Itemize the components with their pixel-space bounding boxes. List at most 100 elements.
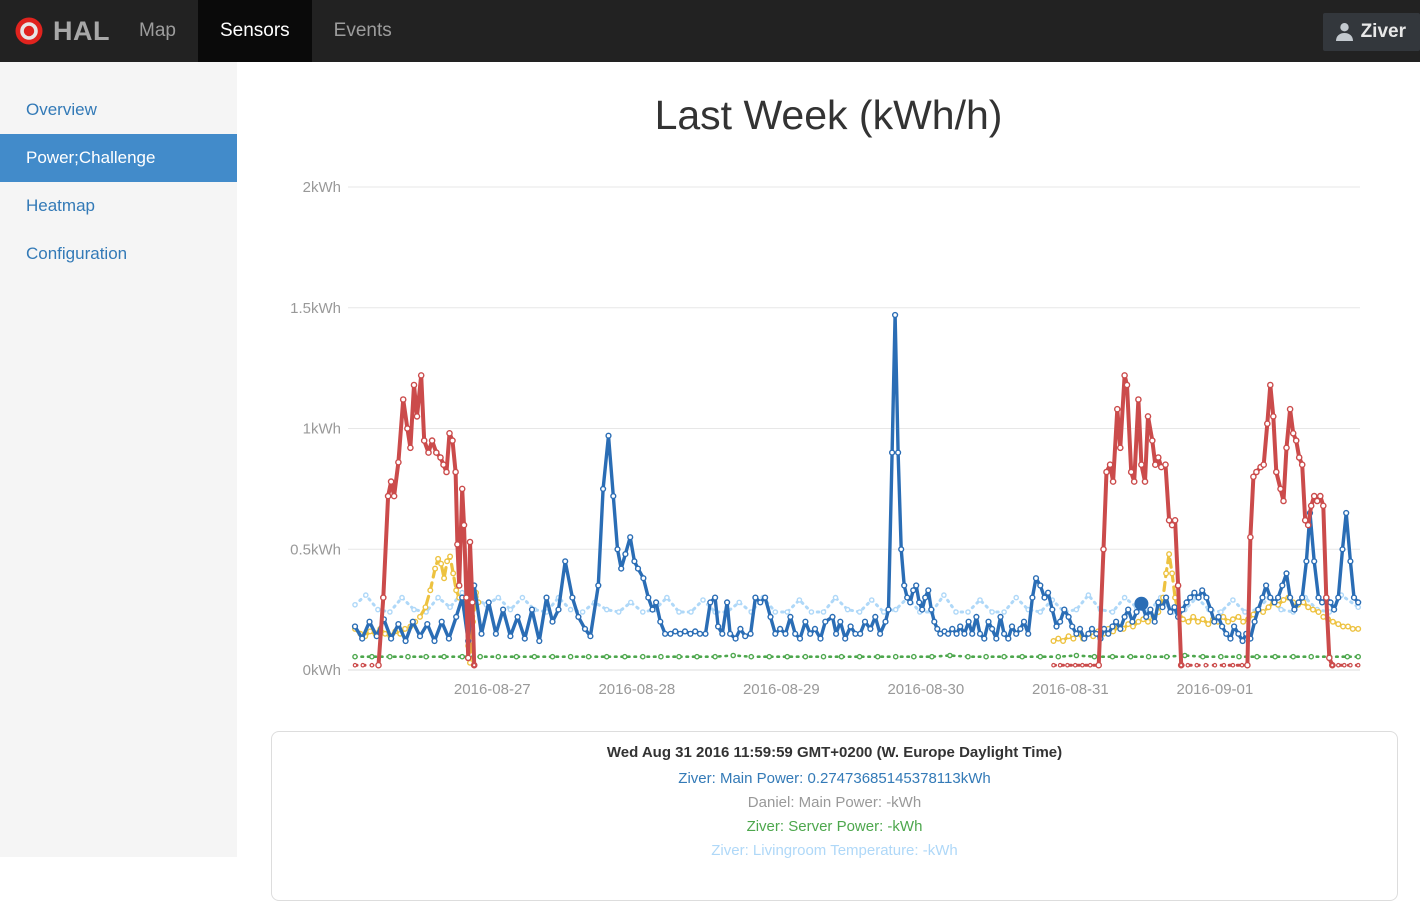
data-point-marker xyxy=(1203,662,1209,668)
data-point-marker xyxy=(1041,594,1048,601)
sidebar-item-overview[interactable]: Overview xyxy=(26,100,97,119)
data-point-marker xyxy=(425,449,432,456)
data-point-marker xyxy=(1169,570,1176,577)
nav-item-events[interactable]: Events xyxy=(333,20,392,41)
data-point-marker xyxy=(1355,653,1361,660)
data-point-marker xyxy=(985,618,992,625)
data-point-marker xyxy=(1167,608,1174,616)
data-point-marker xyxy=(1123,381,1131,389)
data-point-marker xyxy=(1301,516,1309,524)
data-point-marker xyxy=(727,630,734,637)
data-point-marker xyxy=(894,449,902,456)
data-point-marker xyxy=(676,609,682,615)
data-point-marker xyxy=(692,628,699,635)
data-point-marker xyxy=(1270,413,1277,420)
data-point-marker xyxy=(1313,497,1321,505)
data-point-marker xyxy=(1265,604,1272,611)
data-point-marker xyxy=(1315,609,1322,616)
data-point-marker xyxy=(1013,594,1020,601)
data-point-marker xyxy=(807,630,814,637)
data-point-marker xyxy=(1320,613,1327,620)
sidebar-item-configuration[interactable]: Configuration xyxy=(26,244,128,263)
data-point-marker xyxy=(1080,662,1085,668)
data-point-marker xyxy=(965,609,971,615)
data-point-marker xyxy=(1121,594,1128,601)
data-point-marker xyxy=(555,606,562,613)
data-point-marker xyxy=(1277,485,1284,493)
data-point-marker xyxy=(460,521,468,529)
data-point-marker xyxy=(1286,594,1294,601)
data-point-marker xyxy=(1185,662,1191,668)
data-point-marker xyxy=(1141,478,1149,485)
nav-item-map[interactable]: Map xyxy=(139,20,176,41)
user-menu[interactable]: Ziver xyxy=(1322,13,1420,51)
data-point-marker xyxy=(847,623,854,630)
data-point-marker xyxy=(694,653,700,660)
brand[interactable]: HAL xyxy=(14,0,110,62)
data-point-marker xyxy=(447,553,454,560)
data-point-marker xyxy=(445,635,453,642)
data-point-marker xyxy=(351,623,359,630)
data-point-marker xyxy=(615,609,622,615)
data-point-marker xyxy=(1295,454,1303,461)
power-line-chart[interactable]: 0kWh 0.5kWh 1kWh 1.5kWh 2kWh 2016-08-27 2016-0… xyxy=(237,160,1420,720)
data-point-marker xyxy=(569,594,576,601)
nav-item-sensors[interactable]: Sensors xyxy=(197,0,312,62)
data-point-marker xyxy=(453,613,460,621)
data-point-marker xyxy=(730,652,737,659)
data-point-marker xyxy=(913,582,920,589)
data-point-marker xyxy=(941,592,947,598)
data-point-marker xyxy=(1114,405,1121,413)
data-point-marker xyxy=(784,653,791,660)
data-point-marker xyxy=(1037,653,1044,660)
data-point-marker xyxy=(874,653,881,660)
tooltip-series-value: Daniel: Main Power: -kWh xyxy=(747,794,922,811)
data-point-marker xyxy=(366,618,373,625)
data-point-marker xyxy=(469,599,476,606)
chart-svg[interactable]: 0kWh 0.5kWh 1kWh 1.5kWh 2kWh 2016-08-27 2016-0… xyxy=(237,160,1420,720)
data-point-marker xyxy=(1081,635,1088,642)
data-point-marker xyxy=(1109,623,1116,630)
user-icon xyxy=(1335,22,1354,42)
data-point-marker xyxy=(1020,618,1028,625)
data-point-marker xyxy=(910,587,917,594)
data-point-marker xyxy=(549,618,556,625)
data-point-marker xyxy=(719,630,726,637)
data-point-marker xyxy=(1349,625,1356,632)
data-point-marker xyxy=(459,589,465,596)
data-point-marker xyxy=(453,587,460,594)
data-point-marker xyxy=(581,625,589,633)
data-point-marker xyxy=(696,630,704,637)
data-point-marker xyxy=(1199,616,1206,623)
data-point-marker xyxy=(1310,492,1318,500)
data-point-marker xyxy=(477,653,483,660)
tooltip-series-value: Ziver: Server Power: -kWh xyxy=(746,818,923,835)
data-point-marker xyxy=(811,625,819,633)
data-point-marker xyxy=(639,653,646,660)
data-point-marker xyxy=(1203,594,1210,601)
data-point-marker xyxy=(1273,468,1280,476)
data-point-marker xyxy=(1286,405,1294,413)
data-point-marker xyxy=(627,534,634,541)
data-point-marker xyxy=(1171,516,1179,524)
sidebar-item-heatmap[interactable]: Heatmap xyxy=(26,196,95,215)
data-point-marker xyxy=(1162,461,1169,469)
data-point-marker xyxy=(919,606,926,613)
data-point-marker xyxy=(528,606,536,613)
data-point-marker xyxy=(1070,635,1077,642)
data-point-marker xyxy=(438,618,445,625)
data-point-marker xyxy=(423,653,429,660)
data-point-marker xyxy=(367,628,374,635)
data-point-marker xyxy=(422,604,429,611)
data-point-marker xyxy=(1185,618,1192,625)
data-point-marker xyxy=(857,630,864,637)
data-point-marker xyxy=(401,625,408,632)
data-point-marker xyxy=(657,618,664,625)
data-point-marker xyxy=(1109,653,1116,660)
data-point-marker xyxy=(1344,653,1351,660)
sidebar-item-power-challenge[interactable]: Power;Challenge xyxy=(0,134,237,182)
data-point-marker xyxy=(387,653,393,660)
data-point-marker xyxy=(882,618,889,625)
x-axis-tick-label: 2016-08-29 xyxy=(743,681,820,698)
data-point-marker xyxy=(961,630,968,637)
